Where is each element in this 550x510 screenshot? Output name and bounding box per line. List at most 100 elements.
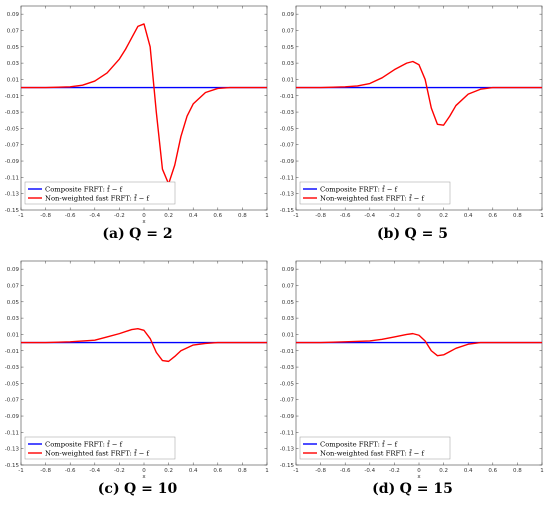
- x-tick-label: -0.6: [340, 468, 351, 474]
- y-tick-label: 0.01: [7, 332, 19, 338]
- caption-b-label: (b): [377, 226, 401, 242]
- x-tick-label: -1: [18, 213, 23, 219]
- x-tick-label: 0.2: [439, 213, 448, 219]
- y-tick-label: 0.09: [7, 12, 20, 18]
- legend-box: [24, 436, 176, 460]
- caption-d-label: (d): [372, 481, 396, 497]
- x-tick-label: 0.6: [488, 213, 497, 219]
- chart-d: -1 -0.8 -0.6 -0.4 -0.2 0 0.2 0.4 0.6 0.8 1 0.09 0.07…: [280, 260, 544, 480]
- y-tick-label: -0.07: [5, 143, 20, 149]
- legend-label: Composite FRFT: f̂ − f: [320, 185, 398, 193]
- panel-a: -1 -0.8 -0.6 -0.4 -0.2 0 0.2 0.4 0.6 0.8 1 0.09 0.07…: [0, 0, 275, 255]
- y-tick-label: 0.01: [7, 77, 19, 83]
- panel-b: -1 -0.8 -0.6 -0.4 -0.2 0 0.2 0.4 0.6 0.8 1 0.09 0.07…: [275, 0, 550, 255]
- y-tick-label: -0.01: [280, 94, 294, 100]
- panel-c: -1 -0.8 -0.6 -0.4 -0.2 0 0.2 0.4 0.6 0.8 1 0.09 0.07…: [0, 255, 275, 510]
- caption-a-label: (a): [102, 226, 125, 242]
- legend-box: [24, 181, 176, 205]
- y-tick-label: -0.11: [280, 430, 294, 436]
- y-tick-label: 0.03: [7, 61, 20, 67]
- x-tick-label: 0.6: [213, 213, 222, 219]
- chart-b: -1 -0.8 -0.6 -0.4 -0.2 0 0.2 0.4 0.6 0.8 1 0.09 0.07…: [280, 5, 544, 219]
- x-tick-label: 0.2: [439, 468, 448, 474]
- x-tick-label: -0.8: [40, 213, 51, 219]
- y-tick-label: -0.13: [5, 447, 20, 453]
- y-tick-label: -0.05: [5, 126, 20, 132]
- y-tick-label: -0.11: [5, 175, 19, 181]
- x-tick-label: 0.8: [238, 213, 247, 219]
- series-line-nonweighted: [296, 332, 542, 357]
- y-tick-label: -0.13: [5, 192, 20, 198]
- x-axis-label: x: [417, 474, 421, 480]
- panel-d: -1 -0.8 -0.6 -0.4 -0.2 0 0.2 0.4 0.6 0.8 1 0.09 0.07…: [275, 255, 550, 510]
- y-tick-label: -0.13: [280, 192, 295, 198]
- y-tick-label: -0.01: [280, 349, 294, 355]
- y-tick-label: -0.05: [280, 126, 295, 132]
- y-tick-label: 0.09: [7, 267, 20, 273]
- x-tick-label: -1: [293, 468, 298, 474]
- x-tick-label: -0.4: [89, 468, 100, 474]
- y-tick-label: -0.13: [280, 447, 295, 453]
- x-tick-label: -1: [18, 468, 23, 474]
- x-tick-label: 0.8: [513, 468, 522, 474]
- x-tick-label: -1: [293, 213, 298, 219]
- x-tick-label: -0.6: [65, 213, 76, 219]
- y-tick-label: 0.03: [282, 316, 295, 322]
- y-tick-label: -0.03: [280, 110, 295, 116]
- x-tick-label: -0.6: [65, 468, 76, 474]
- y-tick-label: -0.09: [5, 414, 20, 420]
- x-tick-label: 0.6: [488, 468, 497, 474]
- legend-label: Composite FRFT: f̂ − f: [320, 440, 398, 448]
- y-tick-label: -0.11: [280, 175, 294, 181]
- y-tick-label: -0.15: [280, 208, 295, 214]
- plot-area: [295, 5, 543, 211]
- x-tick-label: 1: [540, 468, 544, 474]
- plot-area: [295, 260, 543, 466]
- legend-label: Non-weighted fast FRFT: f̄ − f: [45, 448, 149, 457]
- caption-b-text: Q = 5: [404, 226, 448, 242]
- legend-label: Non-weighted fast FRFT: f̄ − f: [320, 448, 424, 457]
- series-line-nonweighted: [21, 23, 267, 185]
- x-axis-label: x: [142, 219, 146, 225]
- y-tick-label: 0.09: [282, 12, 295, 18]
- y-tick-label: 0.07: [282, 28, 295, 34]
- y-tick-label: -0.05: [5, 381, 20, 387]
- y-tick-label: 0.01: [282, 332, 294, 338]
- y-tick-label: -0.03: [5, 110, 20, 116]
- x-tick-label: -0.2: [114, 213, 125, 219]
- y-tick-label: 0.07: [7, 283, 20, 289]
- y-tick-label: 0.01: [282, 77, 294, 83]
- series-line-nonweighted: [296, 60, 542, 126]
- x-tick-label: -0.4: [364, 468, 375, 474]
- y-tick-label: 0.07: [282, 283, 295, 289]
- y-tick-label: 0.05: [7, 300, 20, 306]
- caption-a: (a) Q = 2: [0, 226, 275, 242]
- y-tick-label: 0.03: [7, 316, 20, 322]
- x-tick-label: 1: [540, 213, 544, 219]
- y-tick-label: -0.05: [280, 381, 295, 387]
- x-tick-label: 1: [265, 213, 269, 219]
- caption-d: (d) Q = 15: [275, 481, 550, 497]
- y-tick-label: 0.05: [7, 45, 20, 51]
- x-tick-label: 0.2: [164, 213, 173, 219]
- y-tick-label: 0.05: [282, 45, 295, 51]
- x-tick-label: -0.2: [389, 213, 400, 219]
- series-line-nonweighted: [21, 328, 267, 363]
- legend-box: [299, 436, 451, 460]
- x-tick-label: 0: [417, 213, 421, 219]
- y-tick-label: -0.15: [5, 463, 20, 469]
- x-tick-label: -0.2: [114, 468, 125, 474]
- x-tick-label: 0.8: [513, 213, 522, 219]
- y-tick-label: 0.07: [7, 28, 20, 34]
- y-tick-label: -0.09: [280, 414, 295, 420]
- y-tick-label: -0.01: [5, 349, 19, 355]
- legend-label: Non-weighted fast FRFT: f̄ − f: [45, 193, 149, 202]
- y-tick-label: 0.09: [282, 267, 295, 273]
- x-tick-label: -0.4: [364, 213, 375, 219]
- x-tick-label: 0.2: [164, 468, 173, 474]
- x-tick-label: -0.6: [340, 213, 351, 219]
- x-tick-label: 0.4: [464, 213, 473, 219]
- x-tick-label: 0.4: [189, 468, 198, 474]
- x-tick-label: 0: [417, 468, 421, 474]
- y-tick-label: -0.07: [280, 143, 295, 149]
